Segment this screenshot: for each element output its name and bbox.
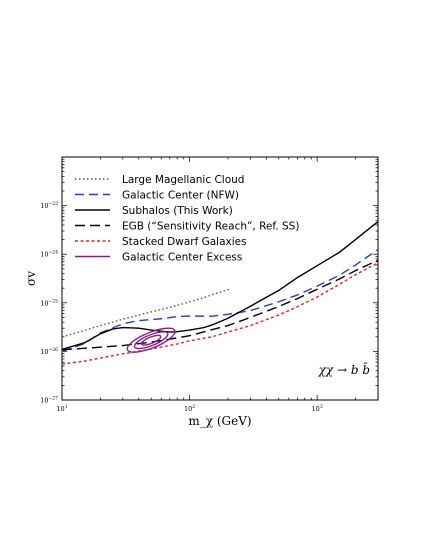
legend-label-2: Subhalos (This Work) <box>122 205 233 217</box>
legend-label-4: Stacked Dwarf Galaxies <box>122 236 247 248</box>
y-axis-label: σv <box>24 271 38 286</box>
x-tick-label-exp: 1 <box>65 404 68 410</box>
x-tick-label: 102 <box>184 404 195 413</box>
legend-label-0: Large Magellanic Cloud <box>122 174 244 186</box>
series-line-3 <box>62 259 378 351</box>
y-tick-label: 10−27 <box>40 396 58 405</box>
y-tick-label-exp: −23 <box>49 201 59 207</box>
y-tick-label: 10−24 <box>40 250 58 259</box>
y-tick-label-base: 10 <box>40 299 48 307</box>
y-tick-label-exp: −24 <box>49 250 59 256</box>
excess-contour-1 <box>133 331 169 350</box>
x-tick-label-exp: 3 <box>320 404 323 410</box>
y-tick-label: 10−26 <box>40 347 58 356</box>
y-tick-label-base: 10 <box>40 251 48 259</box>
y-tick-label-base: 10 <box>40 348 48 356</box>
excess-contour-2 <box>140 334 162 346</box>
excess-contour-0 <box>126 327 176 353</box>
x-tick-label-base: 10 <box>184 405 192 413</box>
x-tick-label-exp: 2 <box>192 404 195 410</box>
legend-label-1: Galactic Center (NFW) <box>122 189 239 201</box>
y-tick-label-base: 10 <box>40 397 48 405</box>
x-tick-label: 101 <box>56 404 67 413</box>
series-line-2 <box>62 220 378 351</box>
y-tick-label-base: 10 <box>40 202 48 210</box>
series-line-0 <box>62 288 231 338</box>
x-tick-label-base: 10 <box>312 405 320 413</box>
x-tick-label: 103 <box>312 404 323 413</box>
series-line-4 <box>62 262 378 365</box>
x-axis-label: m_χ (GeV) <box>188 414 251 428</box>
y-tick-label: 10−25 <box>40 298 58 307</box>
x-tick-label-base: 10 <box>56 405 64 413</box>
y-tick-label-exp: −26 <box>49 347 59 353</box>
series-line-1 <box>62 248 378 353</box>
annotation-text: χχ → b b̄ <box>318 361 370 377</box>
legend-label-5: Galactic Center Excess <box>122 251 242 263</box>
y-tick-label-exp: −27 <box>49 396 59 402</box>
y-tick-label-exp: −25 <box>49 298 59 304</box>
y-tick-label: 10−23 <box>40 201 58 210</box>
plot-frame <box>61 156 379 401</box>
legend-label-3: EGB (“Sensitivity Reach”, Ref. SS) <box>122 220 299 232</box>
